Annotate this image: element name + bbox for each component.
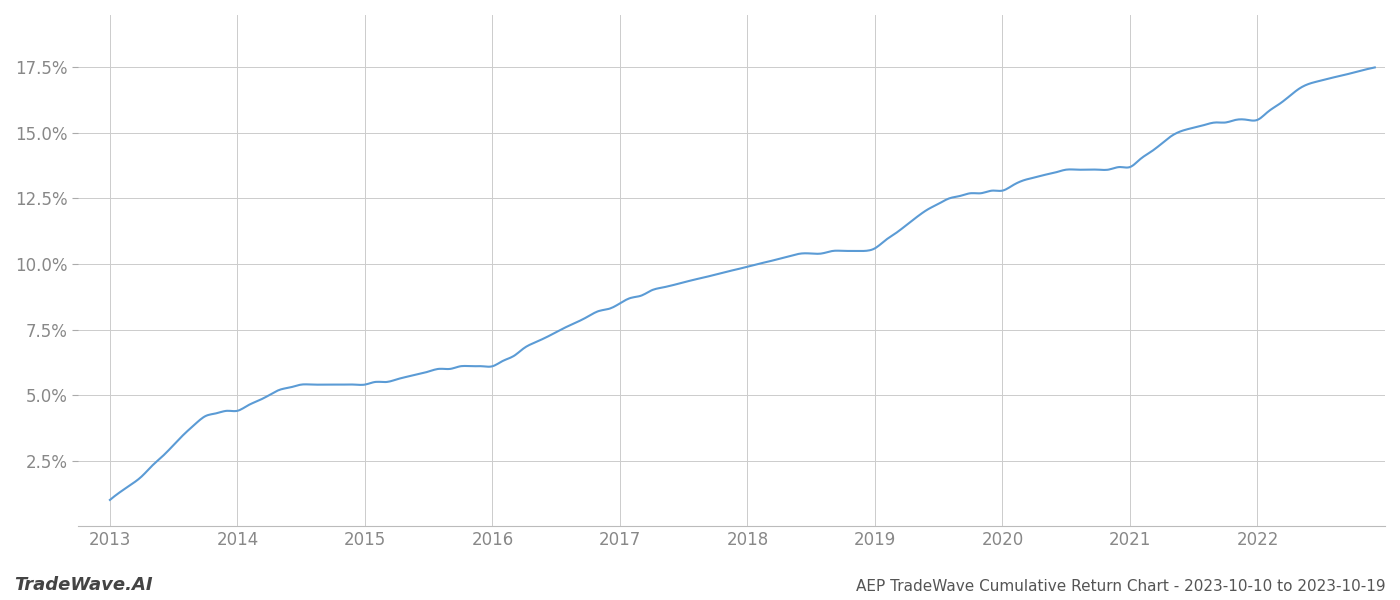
Text: AEP TradeWave Cumulative Return Chart - 2023-10-10 to 2023-10-19: AEP TradeWave Cumulative Return Chart - … bbox=[857, 579, 1386, 594]
Text: TradeWave.AI: TradeWave.AI bbox=[14, 576, 153, 594]
